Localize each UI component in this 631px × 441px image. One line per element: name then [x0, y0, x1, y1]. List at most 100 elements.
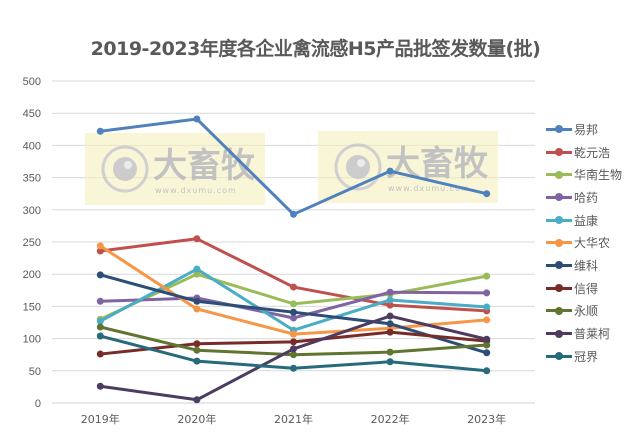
data-point[interactable] — [96, 127, 104, 135]
data-point[interactable] — [386, 167, 394, 175]
data-point[interactable] — [386, 296, 394, 304]
series-8 — [96, 323, 491, 359]
data-point[interactable] — [96, 317, 104, 325]
legend-label: 大华农 — [574, 236, 611, 251]
series-6 — [96, 271, 491, 357]
data-point[interactable] — [483, 190, 491, 198]
data-point[interactable] — [290, 338, 297, 346]
legend-item[interactable]: 华南生物 — [546, 163, 622, 186]
data-point[interactable] — [193, 357, 201, 365]
legend-label: 哈药 — [574, 190, 599, 205]
eye-logo-icon — [334, 143, 382, 191]
data-point[interactable] — [193, 346, 201, 354]
data-point[interactable] — [386, 348, 394, 356]
legend-item[interactable]: 冠界 — [546, 345, 622, 368]
y-tick-label: 0 — [35, 398, 41, 410]
legend-item[interactable]: 易邦 — [546, 118, 622, 141]
y-tick-label: 400 — [23, 140, 41, 152]
data-point[interactable] — [193, 396, 201, 404]
legend-line-marker-icon — [546, 148, 572, 157]
data-point[interactable] — [96, 332, 104, 340]
data-point[interactable] — [290, 300, 297, 308]
y-tick-label: 200 — [23, 269, 41, 281]
legend-line-marker-icon — [546, 216, 572, 225]
data-point[interactable] — [483, 335, 491, 343]
svg-text:大畜牧: 大畜牧 — [386, 144, 489, 184]
data-point[interactable] — [483, 341, 491, 349]
data-point[interactable] — [386, 301, 394, 309]
data-point[interactable] — [290, 308, 297, 316]
data-point[interactable] — [386, 358, 394, 366]
y-tick-label: 150 — [23, 301, 41, 313]
legend-line-marker-icon — [546, 352, 572, 361]
data-point[interactable] — [193, 265, 201, 273]
data-point[interactable] — [386, 320, 394, 328]
x-tick-label: 2019年 — [81, 412, 120, 426]
legend-label: 华南生物 — [574, 168, 623, 183]
data-point[interactable] — [483, 316, 491, 324]
x-tick-label: 2020年 — [177, 412, 216, 426]
data-point[interactable] — [96, 297, 104, 305]
y-tick-label: 50 — [29, 366, 41, 378]
data-point[interactable] — [386, 328, 394, 336]
data-point[interactable] — [193, 340, 201, 348]
data-point[interactable] — [483, 349, 491, 357]
chart-legend: 易邦乾元浩华南生物哈药益康大华农维科信得永顺普莱柯冠界 — [546, 118, 622, 368]
svg-text:www.dxumu.com: www.dxumu.com — [155, 186, 237, 195]
data-point[interactable] — [290, 364, 297, 372]
legend-item[interactable]: 永顺 — [546, 300, 622, 323]
legend-item[interactable]: 哈药 — [546, 186, 622, 209]
legend-item[interactable]: 益康 — [546, 209, 622, 232]
series-9 — [96, 312, 491, 404]
legend-line-marker-icon — [546, 284, 572, 293]
data-point[interactable] — [96, 247, 104, 255]
data-point[interactable] — [193, 115, 201, 123]
data-point[interactable] — [290, 314, 297, 322]
series-0 — [96, 115, 491, 218]
data-point[interactable] — [290, 351, 297, 359]
legend-line-marker-icon — [546, 238, 572, 247]
legend-label: 永顺 — [574, 304, 599, 319]
x-tick-label: 2023年 — [467, 412, 506, 426]
legend-line-marker-icon — [546, 170, 572, 179]
data-point[interactable] — [386, 288, 394, 296]
legend-item[interactable]: 维科 — [546, 254, 622, 277]
legend-item[interactable]: 普莱柯 — [546, 322, 622, 345]
y-tick-label: 350 — [23, 173, 41, 185]
data-point[interactable] — [193, 270, 201, 278]
data-point[interactable] — [193, 305, 201, 313]
data-point[interactable] — [483, 367, 491, 375]
data-point[interactable] — [290, 283, 297, 291]
data-point[interactable] — [483, 289, 491, 297]
chart-title: 2019-2023年度各企业禽流感H5产品批签发数量(批) — [90, 38, 541, 60]
legend-item[interactable]: 大华农 — [546, 231, 622, 254]
eye-logo-icon — [101, 145, 149, 193]
y-tick-label: 100 — [23, 334, 41, 346]
legend-item[interactable]: 信得 — [546, 277, 622, 300]
data-point[interactable] — [483, 303, 491, 311]
data-point[interactable] — [386, 312, 394, 320]
data-point[interactable] — [290, 330, 297, 338]
data-point[interactable] — [483, 272, 491, 280]
legend-label: 冠界 — [574, 349, 599, 364]
data-point[interactable] — [96, 350, 104, 358]
data-point[interactable] — [96, 382, 104, 390]
legend-line-marker-icon — [546, 261, 572, 270]
series-7 — [96, 328, 491, 358]
legend-line-marker-icon — [546, 329, 572, 338]
legend-label: 益康 — [574, 213, 599, 228]
legend-label: 信得 — [574, 281, 599, 296]
data-point[interactable] — [96, 271, 104, 279]
data-point[interactable] — [290, 345, 297, 353]
y-tick-label: 250 — [23, 237, 41, 249]
legend-label: 乾元浩 — [574, 145, 611, 160]
data-point[interactable] — [193, 235, 201, 243]
legend-item[interactable]: 乾元浩 — [546, 141, 622, 164]
legend-line-marker-icon — [546, 193, 572, 202]
data-point[interactable] — [290, 210, 297, 218]
data-point[interactable] — [96, 242, 104, 250]
data-point[interactable] — [193, 297, 201, 305]
data-point[interactable] — [96, 323, 104, 331]
